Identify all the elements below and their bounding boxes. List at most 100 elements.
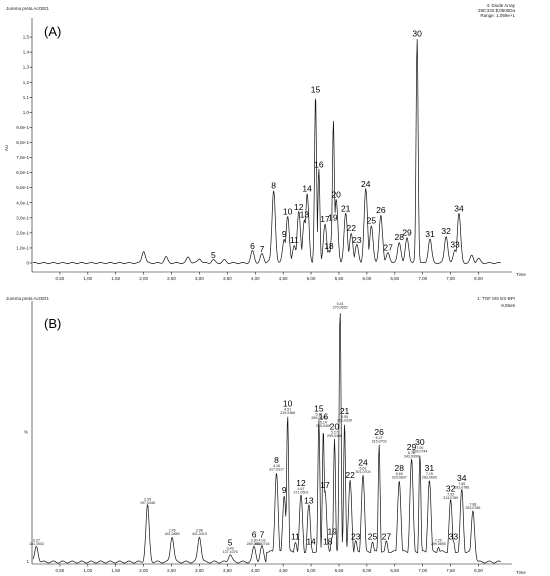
peak-retention-time: 2,45 <box>169 528 176 532</box>
peak-mz-value: 283,0786 <box>465 506 480 510</box>
y-tick-label: 6,0e-1 <box>16 170 29 175</box>
peak-number-label: 10 <box>283 399 293 409</box>
x-tick-label: 1,00 <box>83 568 92 573</box>
x-tick-label: 4,50 <box>279 568 288 573</box>
x-tick-label: 7,00 <box>418 276 427 281</box>
peak-number-label: 20 <box>330 422 340 432</box>
x-tick-label: 4,00 <box>251 276 260 281</box>
peak-retention-time: 4,16 <box>273 464 280 468</box>
peak-retention-time: 2,05 <box>144 497 151 501</box>
peak-number-label: 8 <box>274 455 279 465</box>
peak-number-label: 22 <box>347 223 357 233</box>
peak-number-label: 21 <box>341 203 351 213</box>
y-tick-label: 1 <box>26 559 29 564</box>
x-tick-label: 0,50 <box>56 568 65 573</box>
peak-number-label: 30 <box>415 437 425 447</box>
peak-mz-value: 270,0552 <box>333 306 348 310</box>
y-tick-label: 3,0e-1 <box>16 215 29 220</box>
peak-number-label: 32 <box>446 483 456 493</box>
peak-retention-time: 5,11 <box>316 413 323 417</box>
panel-b-sample-name: Jurema preta AcOEt1 <box>6 296 50 301</box>
x-tick-label: 7,50 <box>446 276 455 281</box>
x-tick-label: 8,00 <box>474 568 483 573</box>
peak-number-label: 6 <box>252 530 257 540</box>
peak-retention-time: 7,29 <box>435 539 442 543</box>
x-tick-label: 6,50 <box>390 276 399 281</box>
peak-retention-time: 7,00 <box>416 446 423 450</box>
peak-number-label: 32 <box>441 226 451 236</box>
peak-number-label: 13 <box>304 495 314 505</box>
peak-number-label: 7 <box>260 530 265 540</box>
peak-number-label: 22 <box>345 470 355 480</box>
peak-number-label: 5 <box>228 537 233 547</box>
peak-number-label: 18 <box>324 241 334 251</box>
peak-number-label: 17 <box>320 214 330 224</box>
x-tick-label: 6,50 <box>390 568 399 573</box>
peak-number-label: 23 <box>352 235 362 245</box>
peak-mz-value: 299,0895 <box>431 542 446 546</box>
peak-mz-value: 283,0786 <box>454 486 469 490</box>
peak-number-label: 16 <box>319 411 329 421</box>
peak-mz-value: 319,0466 <box>280 411 295 415</box>
peak-mz-value: 301,0339 <box>337 419 352 423</box>
x-tick-label: 7,50 <box>446 568 455 573</box>
y-tick-label: 8,0e-1 <box>16 140 29 145</box>
peak-number-label: 17 <box>320 480 330 490</box>
x-tick-label: 3,50 <box>223 276 232 281</box>
peak-number-label: 28 <box>395 463 405 473</box>
peak-retention-time: 3,49 <box>227 546 234 550</box>
x-tick-label: 2,50 <box>167 568 176 573</box>
peak-mz-value: 301,0703 <box>355 470 370 474</box>
peak-mz-value: 283,0693 <box>422 475 437 479</box>
peak-number-label: 10 <box>283 206 293 216</box>
peak-number-label: 28 <box>395 232 405 242</box>
y-tick-label: 1,1 <box>23 95 30 100</box>
x-tick-label: 1,50 <box>111 568 120 573</box>
x-tick-label: 2,00 <box>139 276 148 281</box>
chromatogram-trace <box>33 38 501 264</box>
x-tick-label: 1,50 <box>111 276 120 281</box>
peak-number-label: 11 <box>291 531 300 541</box>
peak-number-label: 6 <box>250 241 255 251</box>
peak-mz-value: 289,0575 <box>311 416 326 420</box>
y-tick-label: 1,4 <box>23 50 30 55</box>
peak-number-label: 34 <box>454 203 464 213</box>
peak-number-label: 5 <box>211 250 216 260</box>
peak-number-label: 24 <box>361 179 371 189</box>
peak-number-label: 25 <box>367 215 377 225</box>
x-tick-label: 2,00 <box>139 568 148 573</box>
y-tick-label: 1,0e-1 <box>16 245 29 250</box>
y-tick-label: 1,0 <box>23 110 30 115</box>
peak-mz-value: 343,0990 <box>404 455 419 459</box>
peak-number-label: 29 <box>402 227 412 237</box>
panel-b: Jurema preta AcOEt1 1: TOF MS ES-BPI 9,5… <box>6 296 526 575</box>
peak-mz-value: 315,0702 <box>372 439 387 443</box>
peak-number-label: 31 <box>425 229 435 239</box>
x-tick-label: 3,00 <box>195 568 204 573</box>
x-tick-label: 6,00 <box>363 568 372 573</box>
y-tick-label: 1,2 <box>23 80 30 85</box>
x-tick-label: 8,00 <box>474 276 483 281</box>
x-tick-label: 5,50 <box>335 568 344 573</box>
peak-retention-time: 4,03 <box>258 539 265 543</box>
x-tick-label: 7,00 <box>418 568 427 573</box>
panel-b-label: (B) <box>44 316 61 331</box>
peak-number-label: 11 <box>290 235 299 245</box>
y-tick-label: 2,0e-1 <box>16 230 29 235</box>
peak-mz-value: 441,0889 <box>165 532 180 536</box>
peak-mz-value: 441,0413 <box>192 532 207 536</box>
peak-number-label: 20 <box>331 190 341 200</box>
peak-mz-value: 313,0789 <box>443 496 458 500</box>
peak-number-label: 21 <box>340 406 350 416</box>
x-tick-label: 6,00 <box>363 276 372 281</box>
peak-retention-time: 7,15 <box>426 472 433 476</box>
panel-a-trace <box>33 38 501 264</box>
x-tick-label: 5,50 <box>335 276 344 281</box>
y-tick-label: 5,0e-1 <box>16 185 29 190</box>
peak-number-label: 14 <box>302 184 312 194</box>
peak-number-label: 24 <box>358 458 368 468</box>
peak-retention-time: 4,51 <box>284 408 291 412</box>
